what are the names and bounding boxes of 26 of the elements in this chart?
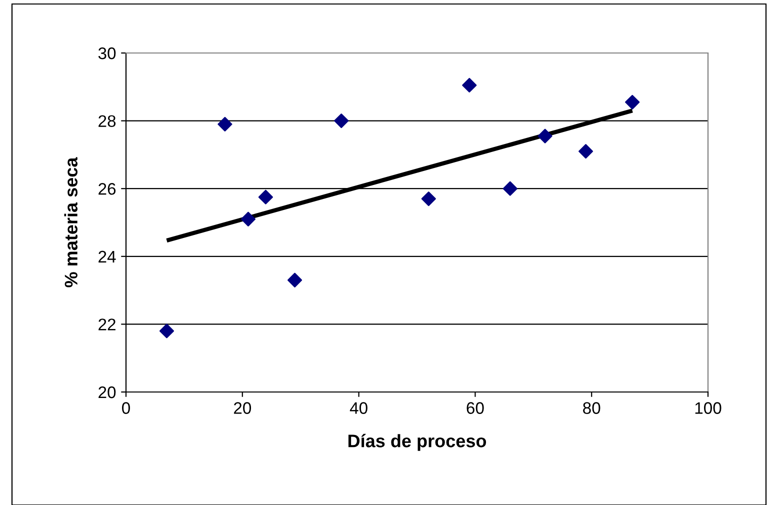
y-tick-label: 22 — [98, 318, 116, 330]
x-tick-label: 0 — [122, 402, 130, 414]
point — [462, 78, 477, 92]
point — [159, 324, 174, 338]
x-axis-title: Días de proceso — [348, 434, 486, 451]
point — [258, 190, 273, 204]
x-tick-label: 20 — [234, 402, 252, 414]
point — [625, 94, 640, 110]
y-tick-label: 30 — [98, 47, 116, 60]
y-tick-label: 28 — [98, 115, 116, 128]
point — [578, 144, 594, 159]
point — [218, 116, 232, 132]
point — [334, 114, 349, 128]
x-tick-label: 100 — [695, 402, 722, 414]
y-tick-label: 24 — [98, 250, 116, 262]
point — [240, 212, 256, 226]
y-axis-title: % materia seca — [64, 157, 78, 288]
y-tick-label: 26 — [98, 183, 116, 195]
x-tick-label: 60 — [466, 402, 484, 414]
point — [421, 191, 436, 206]
x-tick-label: 40 — [350, 402, 368, 414]
y-tick-label: 20 — [98, 386, 116, 398]
x-tick-label: 80 — [583, 402, 600, 414]
point — [538, 128, 552, 144]
point — [502, 181, 518, 196]
point — [287, 272, 302, 288]
